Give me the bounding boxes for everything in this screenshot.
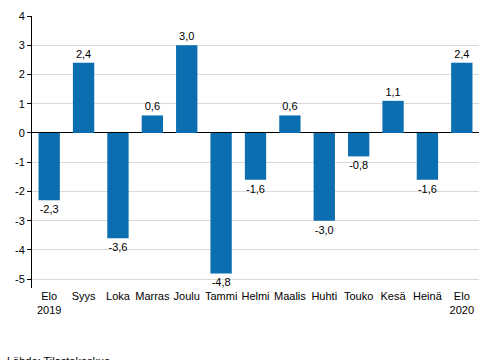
svg-text:2,4: 2,4	[76, 48, 91, 60]
svg-text:Tammi: Tammi	[205, 290, 237, 302]
svg-text:0: 0	[19, 127, 25, 139]
svg-text:-4: -4	[15, 244, 25, 256]
svg-text:-0,8: -0,8	[349, 159, 368, 171]
svg-text:Maalis: Maalis	[274, 290, 306, 302]
svg-text:-1,6: -1,6	[246, 183, 265, 195]
svg-text:-2: -2	[15, 185, 25, 197]
svg-text:2,4: 2,4	[454, 48, 469, 60]
svg-text:Helmi: Helmi	[241, 290, 269, 302]
svg-text:2: 2	[19, 68, 25, 80]
svg-text:-3: -3	[15, 215, 25, 227]
svg-text:-1,6: -1,6	[418, 183, 437, 195]
svg-text:Marras: Marras	[135, 290, 170, 302]
svg-text:-3,6: -3,6	[108, 241, 127, 253]
svg-text:0,6: 0,6	[282, 100, 297, 112]
svg-text:-1: -1	[15, 156, 25, 168]
svg-text:Syys: Syys	[72, 290, 96, 302]
svg-text:-4,8: -4,8	[212, 276, 231, 288]
svg-text:-2,3: -2,3	[40, 203, 59, 215]
svg-text:3,0: 3,0	[179, 30, 194, 42]
svg-text:Touko: Touko	[344, 290, 373, 302]
svg-text:Elo2020: Elo2020	[450, 290, 474, 316]
svg-text:Elo2019: Elo2019	[37, 290, 61, 316]
svg-text:Huhti: Huhti	[311, 290, 337, 302]
svg-text:Lähde: Tilastokeskus: Lähde: Tilastokeskus	[7, 355, 110, 360]
svg-text:3: 3	[19, 39, 25, 51]
svg-text:-5: -5	[15, 273, 25, 285]
svg-text:-3,0: -3,0	[315, 224, 334, 236]
svg-text:Loka: Loka	[106, 290, 131, 302]
svg-text:1,1: 1,1	[385, 86, 400, 98]
svg-text:1: 1	[19, 98, 25, 110]
svg-text:Joulu: Joulu	[174, 290, 200, 302]
svg-text:Heinä: Heinä	[413, 290, 443, 302]
svg-text:0,6: 0,6	[145, 100, 160, 112]
svg-text:Kesä: Kesä	[381, 290, 407, 302]
svg-text:4: 4	[19, 10, 25, 22]
